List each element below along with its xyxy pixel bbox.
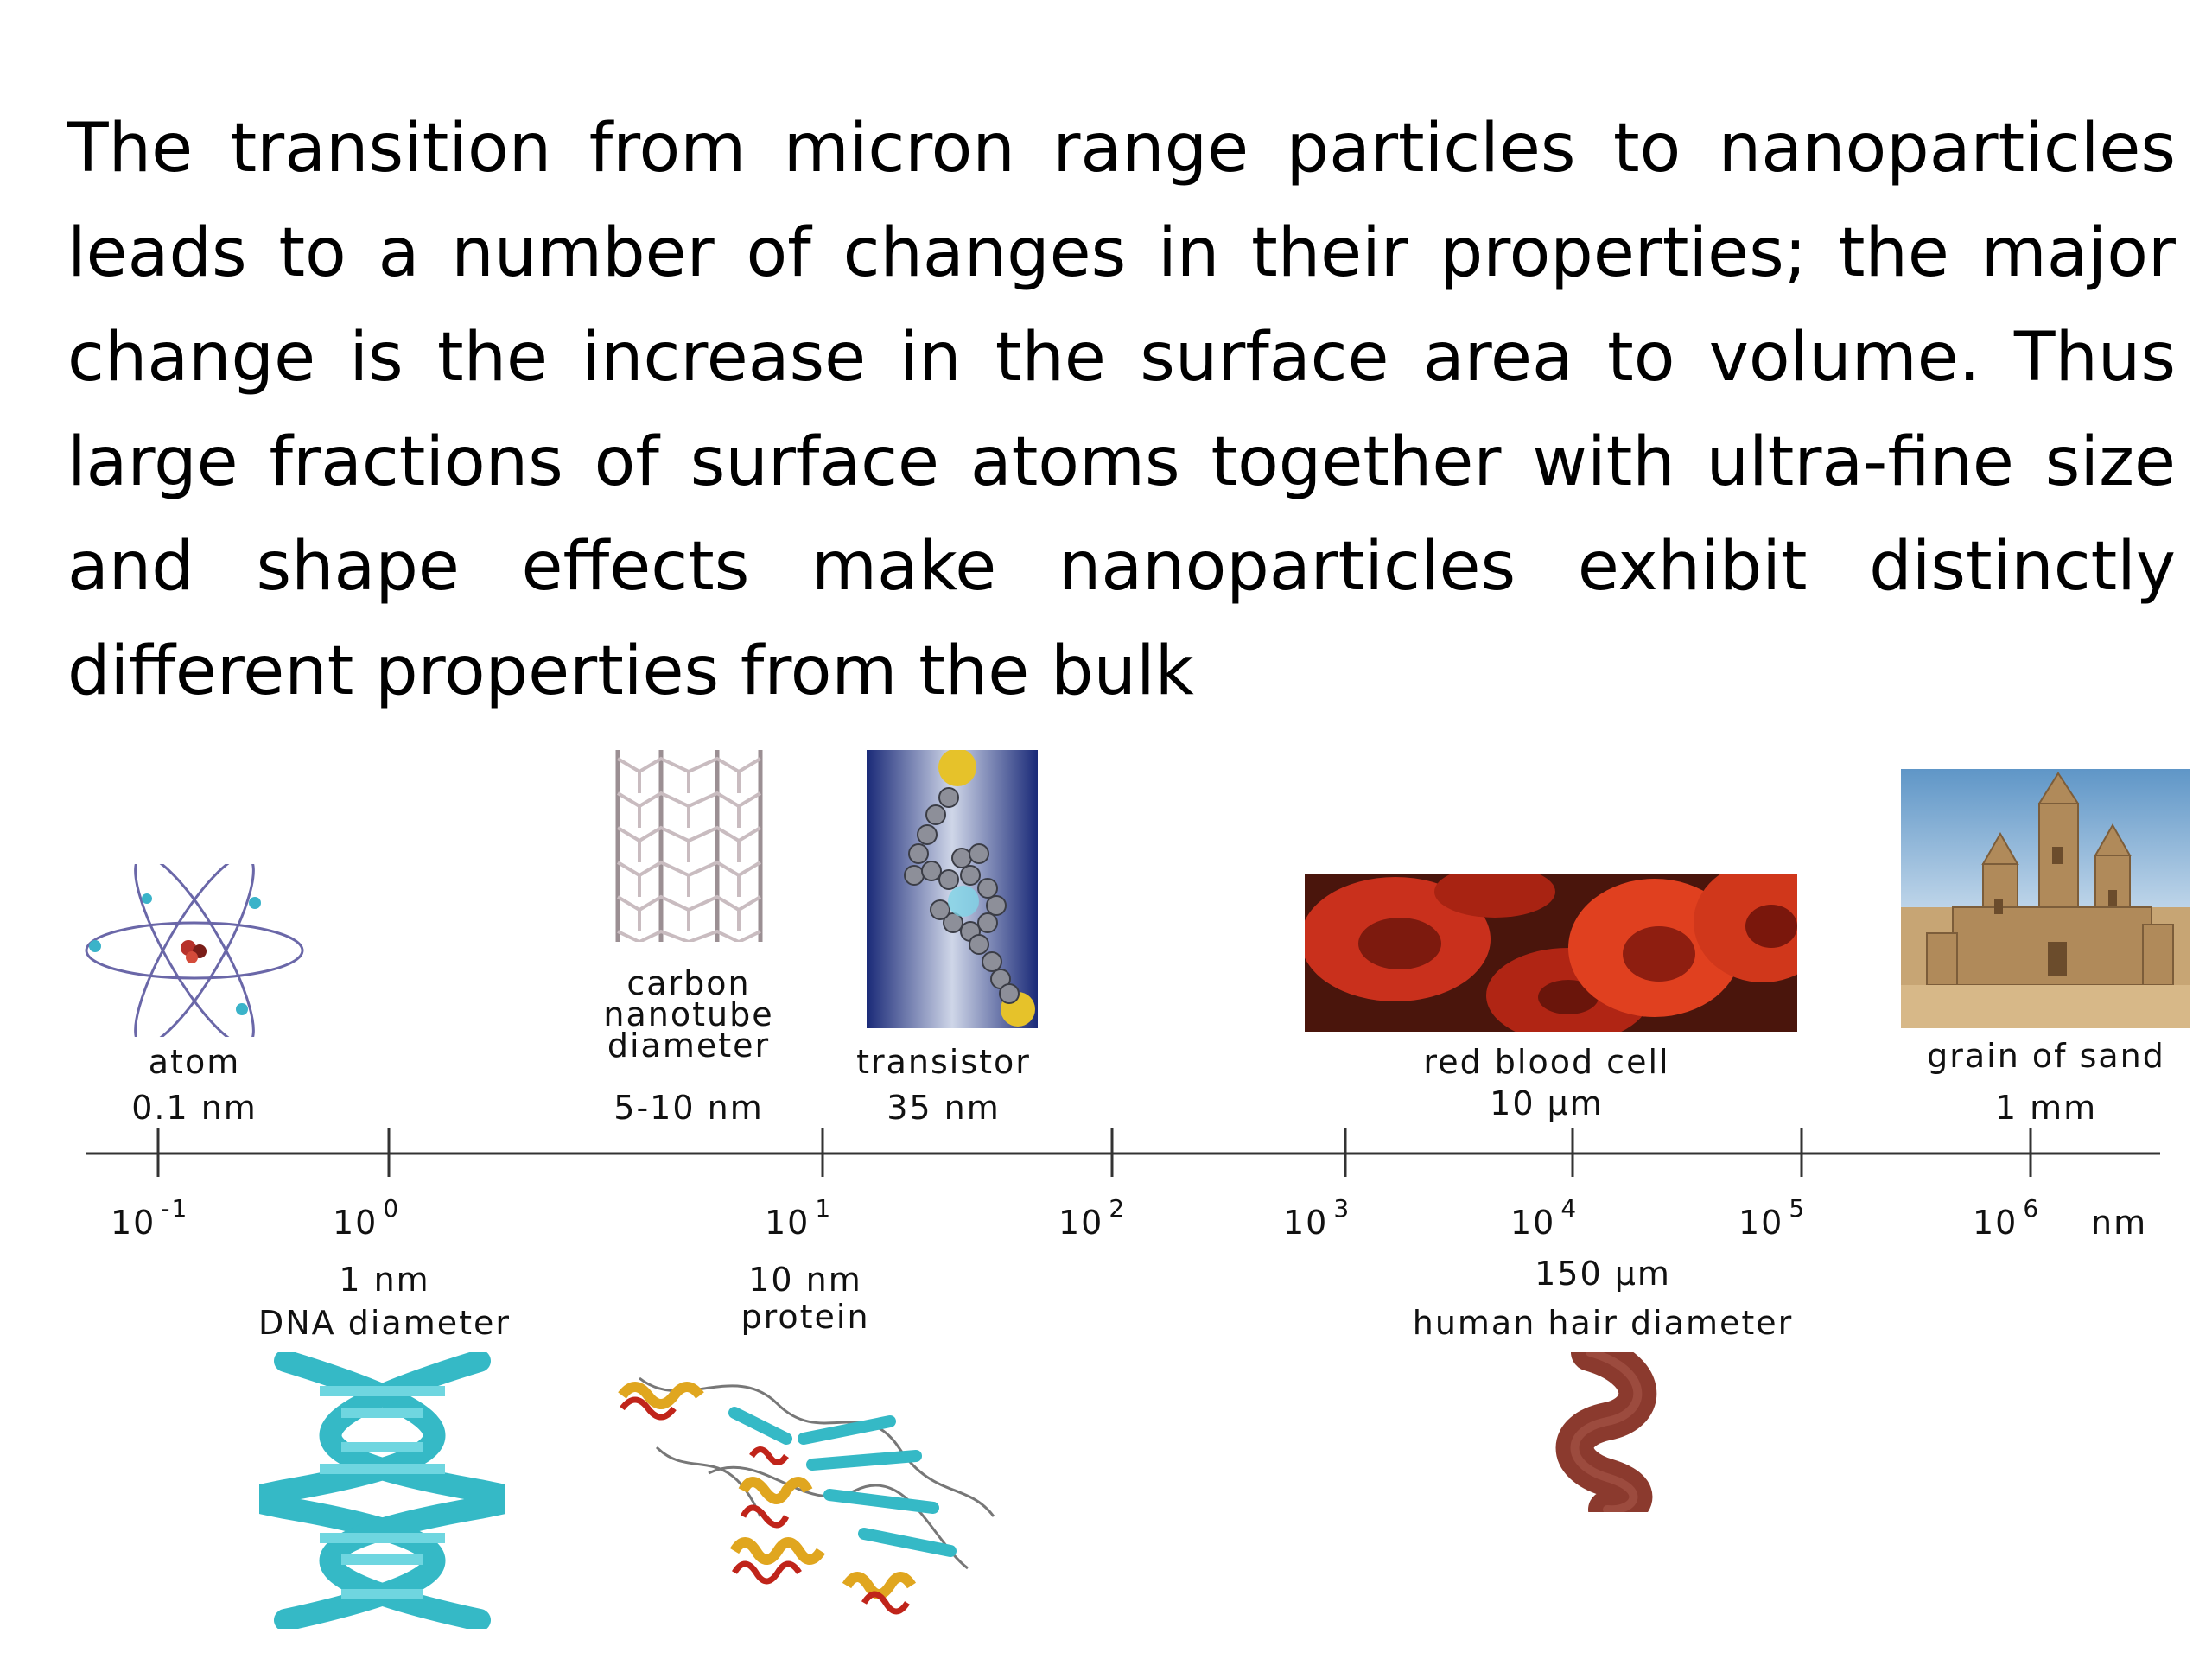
tick-base: 10 xyxy=(1738,1204,1784,1242)
atom-size: 0.1 nm xyxy=(131,1089,257,1127)
tick-exponent: 0 xyxy=(383,1194,401,1223)
axis-unit-label: nm xyxy=(2091,1204,2148,1242)
axis-tick-label-0: 10 -1 xyxy=(111,1194,188,1242)
sand-castle-image xyxy=(1901,769,2190,1028)
tick-base: 10 xyxy=(333,1204,378,1242)
axis-tick-label-4: 10 3 xyxy=(1283,1194,1351,1242)
nanotube-label-line-3: diameter xyxy=(607,1027,771,1065)
tick-base: 10 xyxy=(1973,1204,2018,1242)
tick-exponent: 3 xyxy=(1333,1194,1351,1223)
nanotube-size: 5-10 nm xyxy=(613,1089,764,1127)
axis-tick-label-6: 10 5 xyxy=(1738,1194,1806,1242)
protein-structure-image xyxy=(618,1376,995,1615)
sand-label: grain of sand xyxy=(1927,1037,2165,1075)
tick-exponent: 2 xyxy=(1109,1194,1127,1223)
tick-base: 10 xyxy=(1283,1204,1329,1242)
dna-size: 1 nm xyxy=(339,1261,430,1299)
axis-tick-label-1: 10 0 xyxy=(333,1194,400,1242)
carbon-nanotube-image xyxy=(609,750,769,942)
tick-exponent: 6 xyxy=(2023,1194,2041,1223)
red-blood-cell-image xyxy=(1305,874,1797,1032)
atom-label: atom xyxy=(148,1043,241,1081)
protein-label: protein xyxy=(741,1298,870,1336)
protein-size: 10 nm xyxy=(748,1261,862,1299)
tick-exponent: 1 xyxy=(815,1194,833,1223)
axis-tick-label-7: 10 6 xyxy=(1973,1194,2040,1242)
transistor-image xyxy=(867,750,1038,1028)
body-paragraph: The transition from micron range particl… xyxy=(67,110,2176,710)
nanotube-label-line-2: nanotube xyxy=(603,995,774,1033)
axis-tick-label-3: 10 2 xyxy=(1058,1194,1126,1242)
human-hair-image xyxy=(1555,1352,1657,1512)
atom-icon xyxy=(85,864,304,1037)
blood-cell-size: 10 µm xyxy=(1490,1084,1604,1122)
hair-size: 150 µm xyxy=(1535,1255,1671,1293)
tick-base: 10 xyxy=(111,1204,156,1242)
tick-exponent: 5 xyxy=(1789,1194,1807,1223)
tick-base: 10 xyxy=(1058,1204,1104,1242)
tick-base: 10 xyxy=(765,1204,810,1242)
axis-tick-marks xyxy=(156,1128,2032,1177)
tick-exponent: -1 xyxy=(161,1194,189,1223)
axis-tick-label-5: 10 4 xyxy=(1510,1194,1578,1242)
tick-base: 10 xyxy=(1510,1204,1556,1242)
tick-exponent: 4 xyxy=(1560,1194,1579,1223)
dna-label: DNA diameter xyxy=(257,1304,512,1342)
blood-cell-label: red blood cell xyxy=(1423,1043,1670,1081)
nanotube-label: carbon nanotube diameter xyxy=(603,964,774,1065)
dna-helix-image xyxy=(259,1352,505,1629)
axis-tick-label-2: 10 1 xyxy=(765,1194,832,1242)
sand-size: 1 mm xyxy=(1994,1089,2098,1127)
nanotube-label-line-1: carbon xyxy=(626,964,751,1002)
transistor-size: 35 nm xyxy=(887,1089,1001,1127)
transistor-label: transistor xyxy=(856,1043,1031,1081)
hair-label: human hair diameter xyxy=(1412,1304,1794,1342)
